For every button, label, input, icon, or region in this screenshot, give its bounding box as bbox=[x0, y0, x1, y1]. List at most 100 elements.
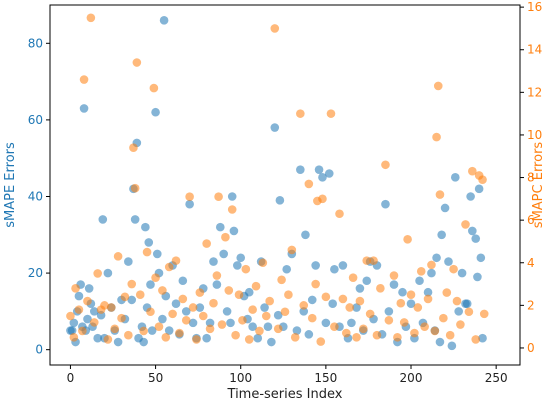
x-tick-label: 150 bbox=[314, 371, 337, 385]
point bbox=[117, 313, 126, 323]
y-tick-label: 80 bbox=[28, 36, 43, 50]
point bbox=[142, 247, 152, 257]
point bbox=[427, 268, 436, 278]
point bbox=[226, 318, 235, 328]
point bbox=[396, 298, 406, 308]
point bbox=[171, 256, 181, 265]
point bbox=[284, 290, 293, 300]
point bbox=[479, 309, 489, 319]
point bbox=[381, 160, 390, 170]
point bbox=[478, 175, 487, 184]
point bbox=[185, 199, 194, 209]
point bbox=[456, 320, 465, 329]
y-tick-label: 40 bbox=[28, 189, 43, 203]
point bbox=[84, 284, 94, 293]
point bbox=[376, 284, 385, 293]
point bbox=[369, 256, 378, 265]
point bbox=[89, 307, 99, 316]
point bbox=[221, 232, 230, 242]
y-tick-label: 20 bbox=[28, 266, 43, 280]
point bbox=[432, 132, 441, 142]
x-tick-label: 50 bbox=[148, 371, 163, 385]
point bbox=[78, 326, 87, 336]
point bbox=[398, 287, 407, 297]
point bbox=[175, 328, 184, 338]
point bbox=[427, 260, 436, 270]
y2-tick-label: 6 bbox=[527, 213, 535, 227]
y-axis-label: sMAPE Errors bbox=[3, 142, 18, 228]
point bbox=[423, 287, 433, 297]
point bbox=[113, 252, 123, 261]
point bbox=[464, 307, 474, 317]
y2-tick-label: 2 bbox=[527, 298, 535, 312]
point bbox=[110, 324, 120, 334]
point bbox=[227, 192, 237, 201]
point bbox=[352, 333, 361, 342]
point bbox=[365, 309, 375, 319]
point bbox=[420, 322, 429, 331]
point bbox=[124, 330, 133, 340]
point bbox=[321, 318, 331, 328]
point bbox=[79, 75, 89, 84]
point bbox=[205, 318, 215, 328]
point bbox=[435, 190, 445, 199]
point bbox=[471, 234, 481, 243]
point bbox=[215, 222, 225, 232]
point bbox=[161, 333, 171, 342]
point bbox=[251, 281, 261, 291]
point bbox=[403, 235, 412, 244]
point bbox=[277, 275, 286, 285]
point bbox=[318, 173, 327, 182]
point bbox=[158, 286, 167, 295]
point bbox=[267, 337, 276, 347]
point bbox=[270, 24, 280, 33]
point bbox=[120, 292, 130, 302]
point bbox=[139, 326, 148, 336]
x-tick-label: 0 bbox=[67, 371, 75, 385]
point bbox=[219, 249, 228, 259]
point bbox=[449, 264, 458, 274]
point bbox=[89, 318, 99, 327]
point bbox=[248, 305, 257, 314]
point bbox=[154, 322, 164, 331]
x-axis-label: Time-series Index bbox=[227, 387, 343, 402]
point bbox=[168, 309, 177, 319]
point bbox=[307, 295, 317, 305]
point bbox=[212, 271, 222, 280]
point bbox=[144, 238, 154, 247]
point bbox=[290, 333, 300, 342]
point bbox=[450, 173, 460, 182]
point bbox=[415, 276, 424, 286]
point bbox=[238, 315, 247, 325]
point bbox=[127, 295, 137, 305]
point bbox=[181, 307, 191, 316]
point bbox=[113, 337, 123, 347]
point bbox=[280, 307, 290, 317]
point bbox=[316, 337, 326, 346]
point bbox=[474, 184, 484, 194]
point bbox=[457, 268, 467, 278]
point bbox=[314, 165, 324, 174]
point bbox=[258, 258, 268, 268]
point bbox=[164, 262, 174, 272]
point bbox=[192, 335, 201, 344]
point bbox=[212, 280, 222, 289]
point bbox=[273, 324, 283, 334]
point bbox=[124, 257, 133, 266]
point bbox=[347, 318, 356, 328]
y2-tick-label: 12 bbox=[527, 85, 542, 99]
point bbox=[83, 296, 92, 306]
point bbox=[432, 253, 441, 263]
x-tick-label: 200 bbox=[400, 371, 423, 385]
point bbox=[389, 271, 399, 280]
point bbox=[435, 337, 445, 347]
point bbox=[127, 279, 137, 289]
point bbox=[345, 303, 355, 312]
point bbox=[433, 81, 443, 91]
point bbox=[321, 292, 331, 302]
point bbox=[132, 58, 142, 67]
point bbox=[301, 230, 310, 240]
point bbox=[69, 318, 79, 328]
point bbox=[214, 192, 223, 202]
